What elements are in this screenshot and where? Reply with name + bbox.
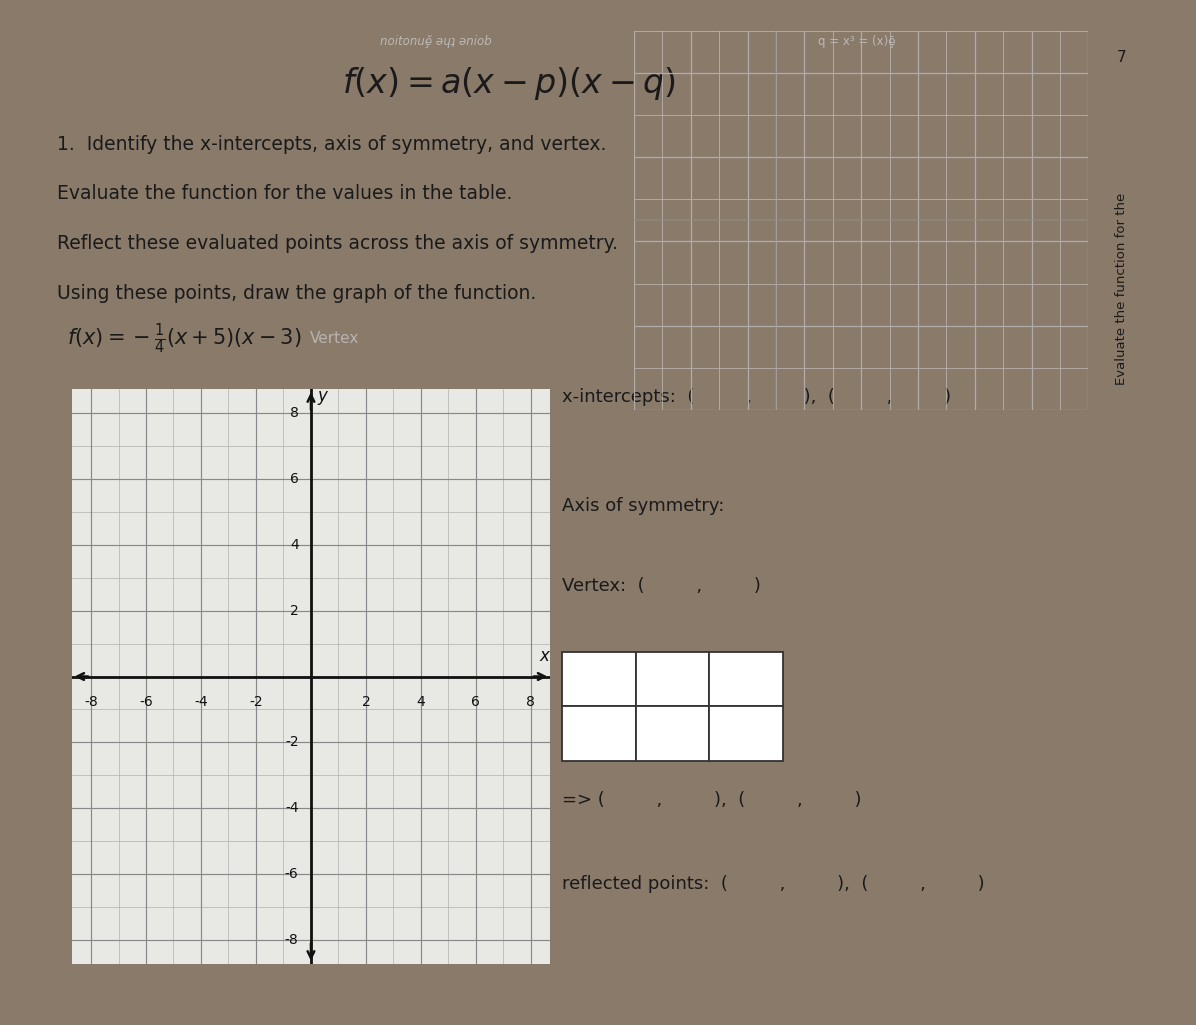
Text: Vertex: Vertex — [310, 331, 359, 345]
Text: q = x³ = (x)ḝ: q = x³ = (x)ḝ — [818, 35, 896, 48]
Text: 8: 8 — [526, 695, 536, 708]
Text: noitonuḝ əɥʇ ǝniob: noitonuḝ əɥʇ ǝniob — [380, 35, 492, 48]
Text: Vertex:  (         ,         ): Vertex: ( , ) — [562, 577, 761, 594]
Text: 2: 2 — [289, 604, 299, 617]
Text: Reflect these evaluated points across the axis of symmetry.: Reflect these evaluated points across th… — [57, 234, 618, 253]
Text: 1.  Identify the x-intercepts, axis of symmetry, and vertex.: 1. Identify the x-intercepts, axis of sy… — [57, 134, 606, 154]
Text: $f(x) = a(x - p)(x - q)$: $f(x) = a(x - p)(x - q)$ — [342, 65, 677, 101]
Text: 4: 4 — [289, 537, 299, 551]
Text: Axis of symmetry:: Axis of symmetry: — [562, 497, 725, 516]
Text: 2: 2 — [361, 695, 371, 708]
Bar — [562, 652, 636, 706]
Text: -8: -8 — [285, 934, 299, 947]
Text: x-intercepts:  (         ,         ),  (         ,         ): x-intercepts: ( , ), ( , ) — [562, 388, 951, 406]
Bar — [636, 706, 709, 761]
Text: -8: -8 — [84, 695, 98, 708]
Bar — [709, 706, 783, 761]
Text: -3: -3 — [664, 670, 682, 688]
Text: -7: -7 — [737, 670, 756, 688]
Text: -6: -6 — [285, 867, 299, 882]
Text: x: x — [539, 647, 550, 665]
Bar — [709, 652, 783, 706]
Text: y: y — [318, 387, 328, 405]
Text: Evaluate the function for the: Evaluate the function for the — [1115, 193, 1128, 384]
Text: 7: 7 — [1116, 50, 1127, 65]
Text: 4: 4 — [416, 695, 426, 708]
Text: x: x — [593, 670, 604, 688]
Text: Using these points, draw the graph of the function.: Using these points, draw the graph of th… — [57, 284, 536, 302]
Text: -2: -2 — [285, 736, 299, 749]
Text: Evaluate the function for the values in the table.: Evaluate the function for the values in … — [57, 184, 512, 203]
Text: -4: -4 — [285, 802, 299, 816]
Text: $f(x) = -\frac{1}{4}(x + 5)(x - 3)$: $f(x) = -\frac{1}{4}(x + 5)(x - 3)$ — [67, 321, 301, 356]
Text: => (         ,         ),  (         ,         ): => ( , ), ( , ) — [562, 790, 861, 809]
Text: -4: -4 — [194, 695, 208, 708]
Text: 6: 6 — [471, 695, 481, 708]
Text: 6: 6 — [289, 472, 299, 486]
Text: -2: -2 — [249, 695, 263, 708]
Text: reflected points:  (         ,         ),  (         ,         ): reflected points: ( , ), ( , ) — [562, 875, 984, 893]
Bar — [636, 652, 709, 706]
Bar — [562, 706, 636, 761]
Text: 8: 8 — [289, 406, 299, 419]
Text: -6: -6 — [139, 695, 153, 708]
Text: f(x): f(x) — [585, 725, 614, 742]
